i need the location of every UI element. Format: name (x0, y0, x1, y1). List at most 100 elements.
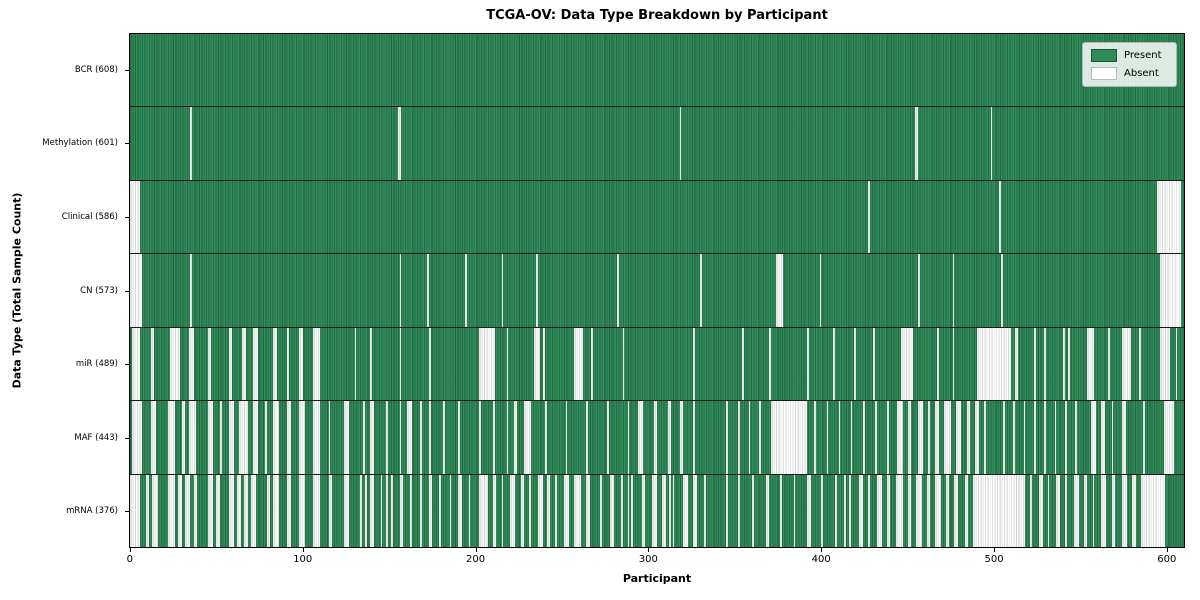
absent-segment (835, 474, 837, 547)
absent-segment (952, 254, 955, 327)
absent-segment (1160, 254, 1181, 327)
absent-segment (1023, 401, 1026, 474)
absent-segment (814, 401, 817, 474)
absent-segment (513, 401, 518, 474)
absent-segment (641, 474, 646, 547)
absent-segment (926, 474, 931, 547)
absent-segment (907, 474, 912, 547)
absent-segment (313, 327, 321, 401)
absent-segment (956, 401, 962, 474)
ytick-cn: CN (573) (80, 285, 118, 296)
absent-segment (945, 474, 950, 547)
absent-segment (1073, 474, 1079, 547)
absent-segment (672, 474, 675, 547)
absent-segment (793, 474, 796, 547)
row-mrna (130, 474, 1184, 547)
absent-segment (242, 327, 246, 401)
absent-segment (1111, 401, 1114, 474)
absent-segment (1056, 474, 1060, 547)
absent-segment (1101, 474, 1107, 547)
absent-segment (867, 474, 870, 547)
absent-segment (185, 474, 191, 547)
absent-segment (741, 327, 744, 401)
absent-segment (1075, 401, 1078, 474)
absent-segment (439, 474, 442, 547)
absent-segment (228, 401, 234, 474)
absent-segment (238, 401, 248, 474)
xtick-400: 400 (811, 554, 831, 565)
absent-segment (150, 327, 155, 401)
absent-segment (862, 401, 865, 474)
row-clinical (130, 180, 1184, 255)
absent-segment (693, 401, 696, 474)
absent-segment (627, 474, 630, 547)
chart-title: TCGA-OV: Data Type Breakdown by Particip… (486, 8, 828, 23)
absent-segment (653, 401, 658, 474)
absent-segment (359, 474, 362, 547)
absent-segment (193, 474, 198, 547)
absent-segment (627, 401, 630, 474)
absent-segment (479, 327, 495, 401)
absent-segment (850, 401, 853, 474)
absent-segment (188, 401, 196, 474)
absent-segment (442, 401, 445, 474)
absent-segment (622, 327, 625, 401)
absent-segment (458, 474, 462, 547)
row-methylation (130, 107, 1184, 181)
absent-segment (458, 401, 461, 474)
absent-segment (1156, 180, 1181, 254)
ytick-mark (125, 364, 129, 366)
absent-segment (819, 254, 822, 327)
absent-segment (1044, 327, 1046, 401)
absent-segment (916, 474, 922, 547)
absent-segment (990, 107, 993, 180)
absent-segment (506, 401, 509, 474)
absent-segment (610, 474, 614, 547)
absent-segment (365, 474, 367, 547)
absent-segment (1013, 401, 1015, 474)
absent-segment (219, 401, 222, 474)
absent-segment (237, 474, 241, 547)
absent-segment (465, 254, 467, 327)
absent-segment (973, 474, 1026, 547)
absent-segment (1160, 327, 1171, 401)
absent-segment (574, 327, 583, 401)
absent-segment (859, 474, 863, 547)
absent-segment (738, 401, 741, 474)
absent-segment (667, 401, 671, 474)
absent-segment (168, 474, 175, 547)
absent-segment (168, 401, 175, 474)
ytick-mark (125, 143, 129, 145)
absent-segment (874, 401, 877, 474)
absent-segment (591, 327, 594, 401)
absent-segment (344, 401, 350, 474)
absent-segment (313, 401, 321, 474)
absent-segment (544, 401, 547, 474)
absent-segment (501, 474, 504, 547)
xtick-500: 500 (984, 554, 1004, 565)
absent-segment (1142, 401, 1145, 474)
absent-segment (399, 474, 404, 547)
absent-segment (370, 327, 372, 401)
absent-segment (428, 327, 431, 401)
absent-segment (683, 474, 689, 547)
xtick-200: 200 (465, 554, 486, 565)
absent-segment (344, 474, 350, 547)
absent-segment (662, 474, 666, 547)
absent-segment (363, 401, 366, 474)
absent-segment (328, 401, 331, 474)
absent-segment (299, 327, 303, 401)
absent-segment (776, 254, 784, 327)
absent-segment (1065, 401, 1067, 474)
absent-segment (937, 327, 939, 401)
absent-segment (895, 474, 903, 547)
absent-segment (479, 401, 481, 474)
absent-segment (1030, 474, 1033, 547)
absent-segment (975, 401, 979, 474)
absent-segment (1132, 474, 1136, 547)
absent-segment (1084, 474, 1088, 547)
ytick-bcr: BCR (608) (74, 64, 118, 75)
absent-segment (693, 327, 696, 401)
absent-segment (380, 474, 383, 547)
